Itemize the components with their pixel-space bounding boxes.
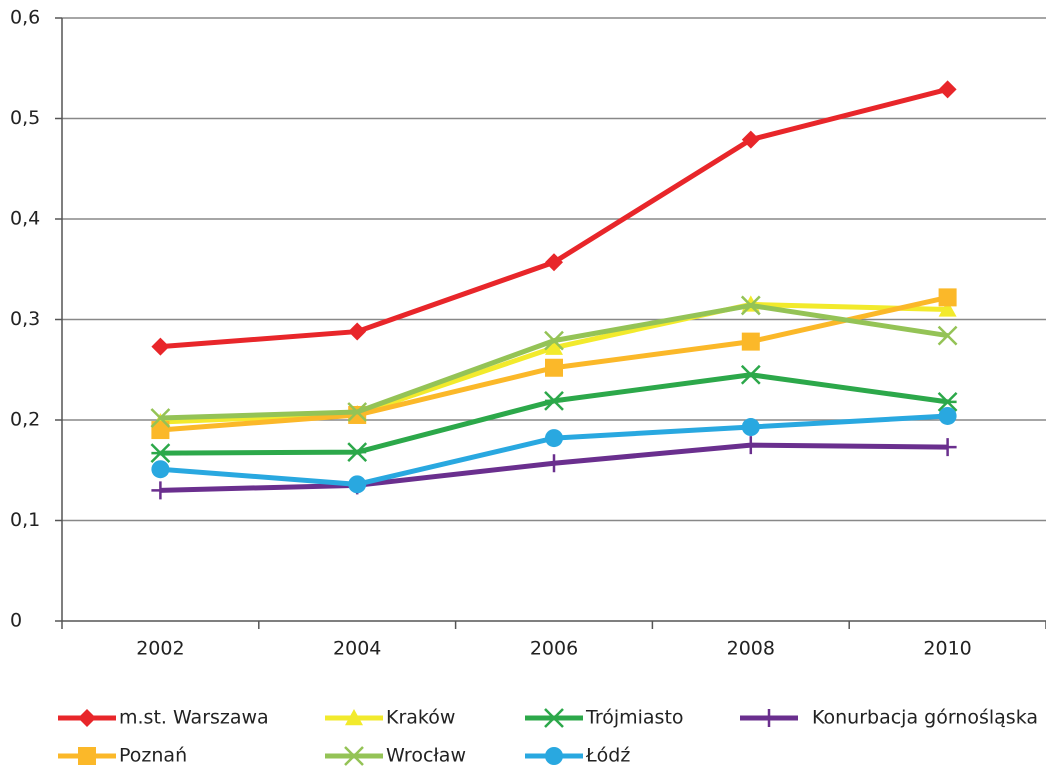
y-tick-label: 0,3 (10, 308, 40, 330)
y-tick-label: 0,4 (10, 208, 40, 230)
marker (544, 391, 564, 411)
legend-label: Trójmiasto (585, 707, 684, 729)
marker (937, 392, 958, 412)
marker (741, 436, 760, 455)
marker (78, 709, 96, 727)
marker (938, 288, 957, 307)
marker (937, 325, 958, 346)
marker (545, 429, 563, 448)
marker (741, 332, 760, 351)
marker (544, 330, 564, 351)
x-tick-label: 2002 (136, 638, 184, 660)
marker (938, 80, 957, 99)
y-tick-label: 0,5 (10, 107, 40, 129)
x-tick-label: 2006 (530, 638, 578, 660)
marker (545, 358, 563, 377)
marker (740, 364, 761, 385)
marker (545, 747, 563, 765)
x-tick-label: 2010 (923, 638, 971, 660)
marker (545, 454, 563, 473)
marker (938, 406, 957, 425)
y-tick-label: 0,1 (10, 509, 40, 531)
marker (150, 408, 171, 428)
y-tick-label: 0,2 (10, 409, 40, 431)
marker (938, 438, 957, 457)
marker (344, 746, 364, 766)
marker (345, 709, 363, 726)
marker (151, 460, 170, 479)
y-tick-label: 0,6 (10, 7, 40, 29)
marker (740, 295, 761, 316)
marker (78, 747, 96, 765)
legend-label: Łódź (585, 745, 630, 767)
x-tick-label: 2004 (333, 638, 381, 660)
marker (348, 322, 367, 341)
legend-label: Kraków (386, 707, 455, 729)
legend-label: m.st. Warszawa (119, 707, 269, 729)
legend-label: Wrocław (386, 745, 466, 767)
marker (741, 418, 760, 437)
marker (347, 442, 368, 463)
marker (151, 337, 170, 356)
marker (938, 300, 957, 317)
marker (760, 709, 778, 727)
marker (347, 402, 368, 422)
legend-label: Konurbacja górnośląska (812, 707, 1038, 729)
marker (151, 481, 170, 500)
marker (150, 443, 171, 464)
y-tick-label: 0 (10, 610, 22, 632)
marker (348, 475, 367, 494)
marker (544, 708, 564, 728)
marker (151, 421, 170, 440)
marker (545, 338, 563, 355)
marker (545, 253, 563, 272)
legend-label: Poznań (119, 745, 187, 767)
x-tick-label: 2008 (727, 638, 775, 660)
marker (741, 130, 760, 149)
